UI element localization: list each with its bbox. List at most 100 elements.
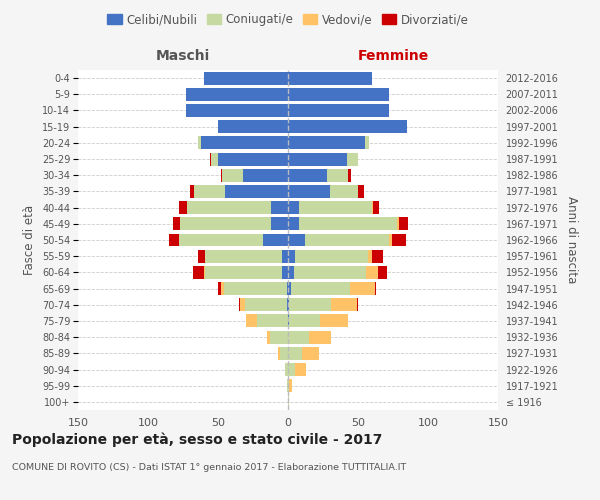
Bar xyxy=(179,234,263,246)
Bar xyxy=(222,169,243,181)
Bar xyxy=(205,250,283,262)
Bar xyxy=(288,250,295,262)
Y-axis label: Fasce di età: Fasce di età xyxy=(23,205,37,275)
Bar xyxy=(289,379,292,392)
Bar xyxy=(288,185,330,198)
Bar xyxy=(288,363,295,376)
Bar xyxy=(288,266,293,279)
Bar xyxy=(186,88,288,101)
Bar xyxy=(218,152,288,166)
Bar xyxy=(358,185,364,198)
Bar xyxy=(278,347,280,360)
Bar xyxy=(289,298,331,311)
Bar xyxy=(285,363,288,376)
Bar xyxy=(201,136,288,149)
Bar xyxy=(221,169,222,181)
Bar xyxy=(173,218,180,230)
Bar xyxy=(299,218,397,230)
Bar xyxy=(257,314,288,328)
Bar xyxy=(389,234,392,246)
Bar xyxy=(205,266,283,279)
Bar xyxy=(186,104,288,117)
Bar xyxy=(288,152,347,166)
Bar xyxy=(348,169,351,181)
Bar xyxy=(372,250,383,262)
Text: Popolazione per età, sesso e stato civile - 2017: Popolazione per età, sesso e stato civil… xyxy=(12,432,382,447)
Bar xyxy=(190,185,194,198)
Bar xyxy=(204,72,288,85)
Bar xyxy=(224,282,287,295)
Bar xyxy=(288,218,299,230)
Bar xyxy=(330,185,358,198)
Bar xyxy=(288,72,372,85)
Bar xyxy=(241,298,245,311)
Bar xyxy=(288,88,389,101)
Bar xyxy=(288,396,289,408)
Bar xyxy=(287,379,288,392)
Bar xyxy=(327,169,348,181)
Bar xyxy=(199,250,205,262)
Bar xyxy=(288,120,407,133)
Bar xyxy=(209,152,211,166)
Bar xyxy=(211,152,218,166)
Bar xyxy=(204,266,205,279)
Bar xyxy=(288,282,291,295)
Text: Femmine: Femmine xyxy=(358,48,428,62)
Text: Maschi: Maschi xyxy=(156,48,210,62)
Bar xyxy=(295,363,306,376)
Legend: Celibi/Nubili, Coniugati/e, Vedovi/e, Divorziati/e: Celibi/Nubili, Coniugati/e, Vedovi/e, Di… xyxy=(103,8,473,31)
Bar xyxy=(218,120,288,133)
Bar xyxy=(372,201,373,214)
Bar xyxy=(356,298,358,311)
Bar xyxy=(309,330,331,344)
Bar xyxy=(243,169,288,181)
Bar xyxy=(288,104,389,117)
Bar xyxy=(267,330,270,344)
Bar xyxy=(263,234,288,246)
Bar xyxy=(347,152,358,166)
Bar xyxy=(288,314,289,328)
Bar xyxy=(320,314,348,328)
Bar xyxy=(283,250,288,262)
Bar xyxy=(289,314,320,328)
Bar xyxy=(373,201,379,214)
Bar xyxy=(392,234,406,246)
Bar xyxy=(187,201,271,214)
Bar xyxy=(225,185,288,198)
Bar xyxy=(246,314,257,328)
Bar xyxy=(287,298,288,311)
Bar xyxy=(350,282,375,295)
Bar xyxy=(288,330,309,344)
Bar xyxy=(245,298,287,311)
Bar xyxy=(180,218,271,230)
Bar xyxy=(295,250,368,262)
Bar xyxy=(365,136,369,149)
Bar xyxy=(288,234,305,246)
Bar xyxy=(199,136,201,149)
Bar xyxy=(377,266,388,279)
Bar xyxy=(367,266,377,279)
Bar xyxy=(239,298,241,311)
Bar xyxy=(194,185,225,198)
Bar xyxy=(288,298,289,311)
Bar xyxy=(299,201,372,214)
Bar xyxy=(193,266,204,279)
Bar xyxy=(283,266,288,279)
Y-axis label: Anni di nascita: Anni di nascita xyxy=(565,196,578,284)
Bar xyxy=(368,250,372,262)
Bar xyxy=(397,218,398,230)
Bar xyxy=(305,234,389,246)
Bar xyxy=(288,201,299,214)
Bar xyxy=(221,282,224,295)
Bar xyxy=(288,136,365,149)
Bar xyxy=(288,379,289,392)
Bar xyxy=(271,201,288,214)
Bar xyxy=(398,218,409,230)
Bar xyxy=(218,282,221,295)
Bar xyxy=(288,347,302,360)
Bar xyxy=(293,266,367,279)
Bar xyxy=(375,282,376,295)
Bar xyxy=(291,282,350,295)
Bar xyxy=(179,201,187,214)
Bar xyxy=(302,347,319,360)
